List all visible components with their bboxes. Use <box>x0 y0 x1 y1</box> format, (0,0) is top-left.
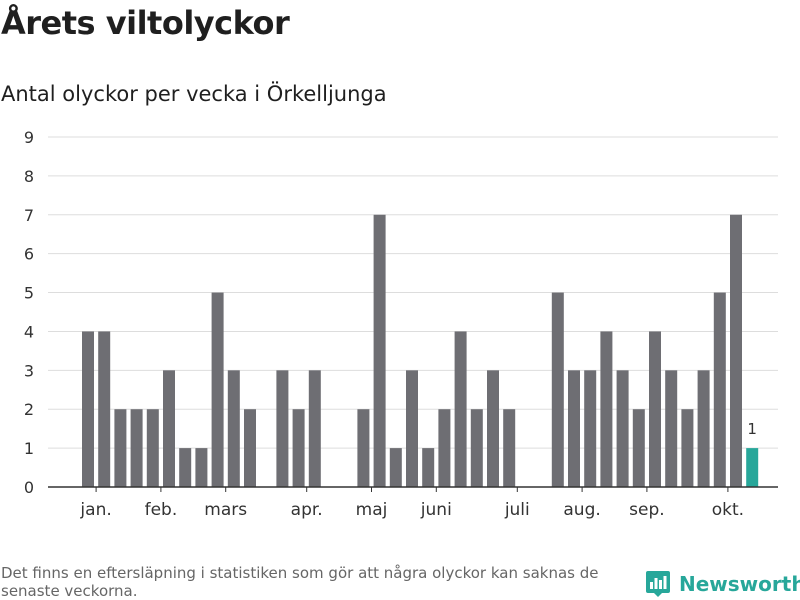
x-tick-label: jan. <box>79 500 111 520</box>
bar-week-4 <box>130 409 143 487</box>
bar-week-30 <box>551 292 564 487</box>
bar-week-42 <box>746 448 759 487</box>
bar-week-27 <box>503 409 516 487</box>
x-tick-label: juni <box>420 500 452 520</box>
bar-week-15 <box>308 370 321 487</box>
bar-week-1 <box>82 331 94 487</box>
bar-chart: 0 1 2 3 4 5 6 7 8 9 1 jan. feb. mars apr. maj juni juli… <box>24 128 778 520</box>
x-tick-label: aug. <box>563 500 600 520</box>
bar-week-5 <box>146 409 159 487</box>
bar-week-8 <box>195 448 208 487</box>
bar-week-31 <box>568 370 580 487</box>
bar-week-34 <box>616 370 629 487</box>
bar-week-41 <box>730 214 742 487</box>
x-tick-label: apr. <box>291 500 323 520</box>
x-tick-label: okt. <box>712 500 744 520</box>
page-title: Årets viltolyckor <box>1 4 290 42</box>
y-tick-label: 0 <box>24 478 34 497</box>
x-axis-ticks: jan. feb. mars apr. maj juni juli aug. sep. okt. <box>79 487 744 520</box>
bar-week-14 <box>292 409 305 487</box>
data-label: 1 <box>747 420 757 438</box>
bar-week-40 <box>713 292 726 487</box>
bar-week-11 <box>244 409 256 487</box>
bar-week-35 <box>632 409 645 487</box>
x-tick-label: feb. <box>145 500 178 520</box>
bar-week-21 <box>406 370 418 487</box>
y-tick-label: 3 <box>24 361 34 380</box>
y-tick-label: 8 <box>24 167 34 186</box>
y-tick-label: 6 <box>24 245 34 264</box>
bar-week-24 <box>454 331 467 487</box>
y-tick-label: 7 <box>24 206 34 225</box>
bar-week-3 <box>114 409 127 487</box>
brand-logo[interactable]: Newsworthy <box>645 570 800 598</box>
bar-week-13 <box>276 370 289 487</box>
bar-week-25 <box>470 409 483 487</box>
bar-week-18 <box>357 409 370 487</box>
bar-week-33 <box>600 331 613 487</box>
y-tick-label: 9 <box>24 128 34 147</box>
x-tick-label: mars <box>204 500 247 520</box>
chart-subtitle: Antal olyckor per vecka i Örkelljunga <box>1 82 387 106</box>
footnote: Det finns en eftersläpning i statistiken… <box>1 564 599 600</box>
bar-week-26 <box>487 370 499 487</box>
x-tick-label: maj <box>356 500 388 520</box>
x-tick-label: sep. <box>629 500 665 520</box>
y-tick-label: 5 <box>24 284 34 303</box>
bar-week-39 <box>697 370 710 487</box>
bar-week-20 <box>389 448 402 487</box>
data-labels: 1 <box>747 420 757 438</box>
bar-week-19 <box>373 214 386 487</box>
x-tick-label: juli <box>504 500 530 520</box>
bar-week-10 <box>227 370 240 487</box>
bars <box>82 214 759 487</box>
bar-week-22 <box>422 448 435 487</box>
bar-week-36 <box>649 331 661 487</box>
bar-week-7 <box>179 448 192 487</box>
bar-week-38 <box>681 409 694 487</box>
bar-week-23 <box>438 409 451 487</box>
y-tick-label: 4 <box>24 322 34 341</box>
bar-week-37 <box>665 370 678 487</box>
y-axis-ticks: 0 1 2 3 4 5 6 7 8 9 <box>24 128 34 497</box>
bar-week-2 <box>98 331 111 487</box>
bar-week-9 <box>211 292 224 487</box>
newsworthy-logo-icon <box>646 571 670 597</box>
bar-week-32 <box>584 370 597 487</box>
y-tick-label: 2 <box>24 400 34 419</box>
brand-name: Newsworthy <box>679 572 800 596</box>
bar-week-6 <box>163 370 175 487</box>
y-tick-label: 1 <box>24 439 34 458</box>
